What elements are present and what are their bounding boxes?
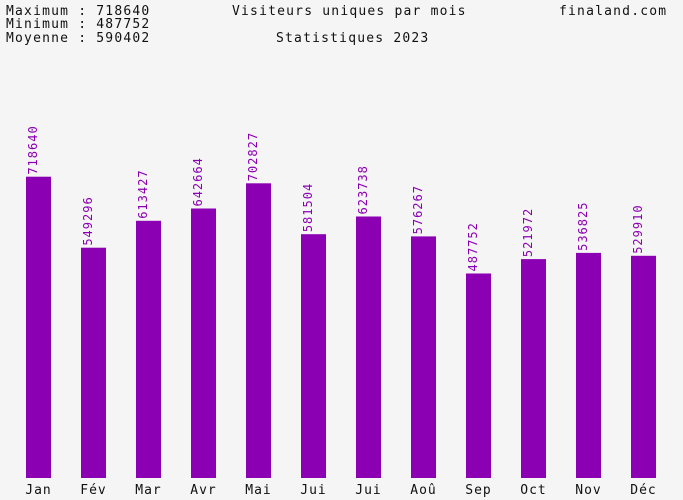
month-label-11: Nov xyxy=(575,483,601,498)
bar-3 xyxy=(136,220,161,479)
month-label-10: Oct xyxy=(520,483,546,498)
bar-6 xyxy=(301,234,326,478)
maximum-stat: Maximum : 718640 xyxy=(6,4,151,19)
bar-2 xyxy=(81,247,106,478)
value-label-12: 529910 xyxy=(631,204,645,253)
bar-1 xyxy=(26,176,51,478)
bar-5 xyxy=(246,183,271,479)
month-label-4: Avr xyxy=(190,483,216,498)
site-name: finaland.com xyxy=(559,4,668,19)
month-label-7: Jui xyxy=(355,483,381,498)
value-label-9: 487752 xyxy=(466,222,480,271)
value-label-1: 718640 xyxy=(26,125,40,174)
bar-11 xyxy=(576,252,601,478)
month-label-2: Fév xyxy=(80,483,106,498)
value-label-6: 581504 xyxy=(301,183,315,232)
bar-7 xyxy=(356,216,381,478)
value-label-3: 613427 xyxy=(136,169,150,218)
month-label-1: Jan xyxy=(25,483,51,498)
minimum-stat: Minimum : 487752 xyxy=(6,17,151,32)
bar-10 xyxy=(521,259,546,478)
value-label-10: 521972 xyxy=(521,208,535,257)
bar-8 xyxy=(411,236,436,478)
month-label-9: Sep xyxy=(465,483,491,498)
value-label-2: 549296 xyxy=(81,196,95,245)
month-label-8: Aoû xyxy=(410,483,436,498)
value-label-5: 702827 xyxy=(246,132,260,181)
value-label-8: 576267 xyxy=(411,185,425,234)
month-label-12: Déc xyxy=(630,483,656,498)
average-stat: Moyenne : 590402 xyxy=(6,31,151,46)
value-label-11: 536825 xyxy=(576,202,590,251)
chart-title: Visiteurs uniques par mois xyxy=(232,4,467,19)
month-label-6: Jui xyxy=(300,483,326,498)
bar-12 xyxy=(631,255,656,478)
value-label-7: 623738 xyxy=(356,165,370,214)
bar-9 xyxy=(466,273,491,478)
month-label-5: Mai xyxy=(245,483,271,498)
value-label-4: 642664 xyxy=(191,157,205,206)
chart-subtitle: Statistiques 2023 xyxy=(276,31,430,46)
month-label-3: Mar xyxy=(135,483,161,498)
bar-4 xyxy=(191,208,216,478)
